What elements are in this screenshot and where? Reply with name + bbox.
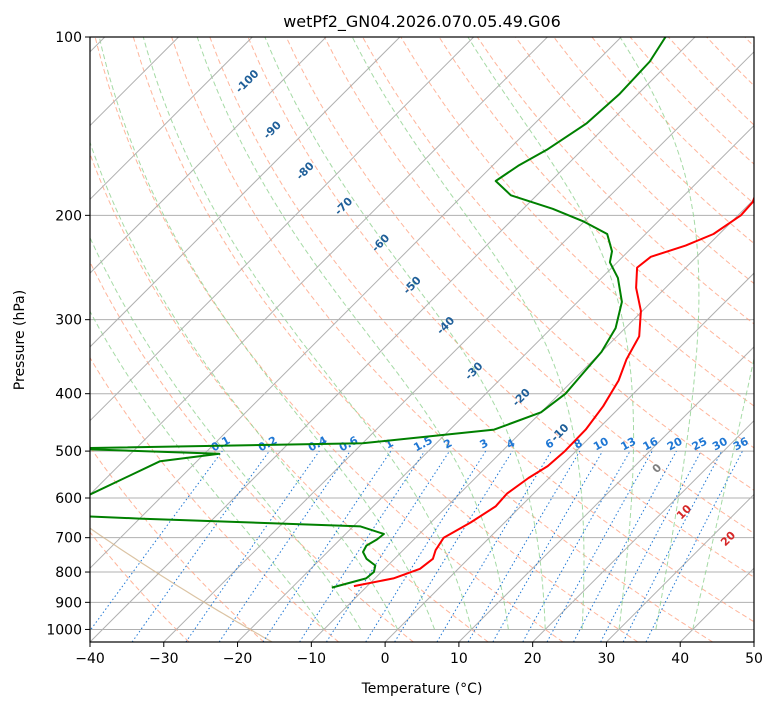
dry-adiabat <box>707 37 775 642</box>
y-tick-label: 1000 <box>46 622 82 638</box>
mixing-ratio-label: 36 <box>731 435 751 454</box>
isotherm <box>90 37 695 642</box>
isotherm <box>680 37 775 642</box>
isotherm <box>164 37 769 642</box>
y-tick-label: 600 <box>55 491 82 507</box>
isotherm <box>311 37 775 642</box>
wetbulb-label: 0 <box>650 461 665 476</box>
mixing-ratio-line <box>263 451 391 642</box>
mixing-ratio-label: 4 <box>504 436 517 451</box>
mixing-ratio-label: 25 <box>690 435 710 454</box>
mixing-ratio-label: 2 <box>441 436 454 451</box>
moist-adiabat <box>197 37 508 629</box>
x-tick-label: 30 <box>598 651 616 667</box>
y-axis-label: Pressure (hPa) <box>12 290 28 390</box>
mixing-ratio-label: 13 <box>619 435 639 454</box>
moist-adiabat <box>265 37 545 629</box>
mixing-ratio-line <box>326 451 449 642</box>
moist-adiabat-label: -40 <box>434 314 457 337</box>
tan-adiabat <box>0 37 272 642</box>
wetbulb-label: 30 <box>762 556 775 576</box>
moist-adiabat-label: -30 <box>462 359 485 382</box>
y-tick-label: 300 <box>55 313 82 329</box>
dry-adiabat <box>554 37 775 642</box>
x-tick-label: 40 <box>671 651 689 667</box>
moist-adiabat-label: -20 <box>510 386 533 409</box>
dry-adiabat <box>210 37 775 642</box>
x-tick-label: 50 <box>745 651 763 667</box>
mixing-ratio-line <box>82 451 223 642</box>
moist-adiabat <box>352 37 584 629</box>
mixing-ratio-label: 30 <box>710 435 730 454</box>
x-tick-label: −10 <box>297 651 327 667</box>
wetbulb-label: 20 <box>718 529 738 549</box>
y-tick-label: 200 <box>55 208 82 224</box>
dry-adiabat <box>0 37 339 642</box>
dry-adiabat <box>668 37 775 642</box>
dry-adiabat <box>19 37 414 642</box>
plot-frame <box>90 37 754 642</box>
mixing-ratio-label: 3 <box>478 436 491 451</box>
mixing-ratio-line <box>601 451 702 642</box>
dry-adiabat <box>516 37 775 642</box>
mixing-ratio-line <box>437 451 551 642</box>
temperature-line <box>354 37 771 586</box>
dry-adiabat <box>745 37 775 642</box>
dry-adiabat <box>630 37 775 642</box>
moist-adiabat-label: -90 <box>261 118 284 141</box>
moist-adiabat-label: -60 <box>369 231 392 254</box>
mixing-ratio-line <box>468 451 580 642</box>
mixing-ratio-label: 10 <box>591 435 611 454</box>
x-axis-label: Temperature (°C) <box>361 681 483 697</box>
y-tick-label: 800 <box>55 565 82 581</box>
mixing-ratio-line <box>623 451 722 642</box>
mixing-ratio-line <box>574 451 677 642</box>
moist-adiabat-label: -50 <box>401 273 424 296</box>
isotherm <box>459 37 775 642</box>
dry-adiabat <box>133 37 638 642</box>
dry-adiabat <box>0 37 189 642</box>
mixing-ratio-line <box>219 451 350 642</box>
y-tick-label: 100 <box>55 30 82 46</box>
moist-adiabat-label: -100 <box>233 67 262 96</box>
dewpoint-line <box>48 37 666 588</box>
y-tick-label: 900 <box>55 595 82 611</box>
dry-adiabat <box>172 37 713 642</box>
x-tick-label: 20 <box>524 651 542 667</box>
x-tick-label: 0 <box>381 651 390 667</box>
y-tick-label: 500 <box>55 444 82 460</box>
mixing-ratio-label: 16 <box>641 435 661 454</box>
isotherm <box>533 37 775 642</box>
isotherm <box>16 37 621 642</box>
sounding-series <box>48 37 771 588</box>
dry-adiabat <box>592 37 775 642</box>
isotherm <box>0 37 400 642</box>
x-tick-label: −30 <box>149 651 179 667</box>
mixing-ratio-line <box>547 451 652 642</box>
y-tick-label: 700 <box>55 531 82 547</box>
wetbulb-label: 10 <box>674 502 694 522</box>
x-tick-label: −40 <box>75 651 105 667</box>
dry-adiabat <box>439 37 775 642</box>
dry-adiabat <box>0 37 264 642</box>
x-tick-label: −20 <box>223 651 253 667</box>
mixing-ratio-label: 20 <box>665 435 685 454</box>
dry-adiabat <box>363 37 775 642</box>
isotherm <box>754 37 775 642</box>
x-tick-label: 10 <box>450 651 468 667</box>
y-tick-label: 400 <box>55 387 82 403</box>
background-lines <box>0 37 775 642</box>
chart-title: wetPf2_GN04.2026.070.05.49.G06 <box>283 12 561 32</box>
